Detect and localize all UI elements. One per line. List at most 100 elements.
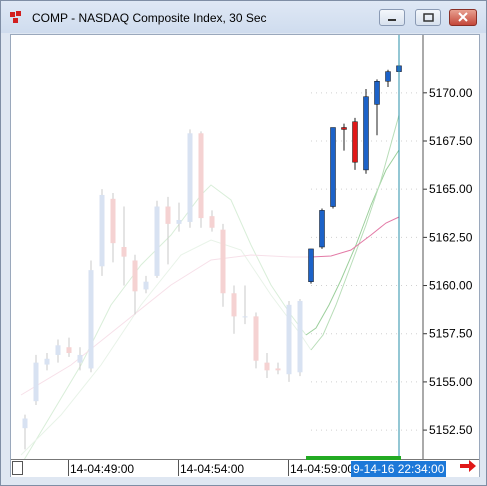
time-label: 14-04:49:00 xyxy=(70,462,135,476)
candle-body xyxy=(44,358,50,365)
price-label: 5165.00 xyxy=(429,182,473,196)
candle xyxy=(132,254,138,315)
candle-body xyxy=(143,281,149,290)
scroll-right-arrow-icon[interactable] xyxy=(459,459,477,473)
candle xyxy=(44,353,50,371)
close-icon xyxy=(458,12,468,22)
candle xyxy=(330,127,336,209)
candle xyxy=(253,312,259,369)
candle xyxy=(143,275,149,294)
app-icon xyxy=(10,11,21,23)
candle-body xyxy=(22,418,28,429)
price-axis: 5170.00 5167.50 5165.00 5162.50 5160.00 5157.… xyxy=(422,35,473,459)
candle xyxy=(286,300,292,382)
candle-body xyxy=(176,220,182,224)
time-tick xyxy=(178,460,179,476)
minimize-button[interactable] xyxy=(379,9,405,26)
candle xyxy=(374,79,380,136)
candle xyxy=(154,200,160,278)
ma-fast2 xyxy=(310,114,400,351)
ma-fast xyxy=(305,149,400,336)
candle xyxy=(66,337,72,357)
candle-body xyxy=(33,362,39,402)
cursor-time-label: 9-14-16 22:34:00 xyxy=(351,461,447,477)
candle-body xyxy=(297,300,303,373)
candle-body xyxy=(187,133,193,222)
price-label: 5170.00 xyxy=(429,86,473,100)
candle-body xyxy=(220,229,226,294)
candle-body xyxy=(231,293,237,317)
candle-body xyxy=(253,316,259,361)
candle-body xyxy=(385,71,391,82)
maximize-button[interactable] xyxy=(415,9,441,26)
price-label: 5155.00 xyxy=(429,375,473,389)
maximize-icon xyxy=(423,13,434,22)
candle xyxy=(187,129,193,228)
candle xyxy=(319,208,325,249)
candle-body xyxy=(154,206,160,276)
candle-body xyxy=(374,81,380,105)
candle-body xyxy=(308,248,314,282)
time-axis: 14-04:49:00 14-04:54:00 14-04:59:00 9-14… xyxy=(11,456,479,477)
session-strip xyxy=(306,456,401,460)
time-tick xyxy=(68,460,69,476)
candle-body xyxy=(242,316,248,318)
ma-fast-faded xyxy=(24,184,307,459)
candle xyxy=(165,196,171,265)
price-label: 5167.50 xyxy=(429,134,473,148)
candle-body xyxy=(286,304,292,375)
time-label: 14-04:59:00 xyxy=(290,462,355,476)
close-button[interactable] xyxy=(449,9,477,26)
candle xyxy=(297,299,303,377)
candle-body xyxy=(275,368,281,371)
moving-averages xyxy=(20,114,400,459)
candle-body xyxy=(121,247,127,257)
candle xyxy=(264,353,270,379)
price-label: 5162.50 xyxy=(429,230,473,244)
candle-body xyxy=(77,354,83,363)
candle-body xyxy=(352,121,358,163)
candle-body xyxy=(363,96,369,171)
candle xyxy=(88,260,94,373)
candle xyxy=(242,285,248,325)
price-chart[interactable]: 5170.00 5167.50 5165.00 5162.50 5160.00 5157.… xyxy=(10,34,480,477)
candle xyxy=(110,193,116,263)
candle xyxy=(363,88,369,174)
scroll-box[interactable] xyxy=(12,461,23,475)
candle-body xyxy=(55,345,61,355)
candle xyxy=(275,362,281,375)
candle xyxy=(352,117,358,170)
chart-plot[interactable]: 5170.00 5167.50 5165.00 5162.50 5160.00 5157.… xyxy=(11,35,479,459)
title-bar[interactable]: COMP - NASDAQ Composite Index, 30 Sec xyxy=(1,1,486,33)
candle-body xyxy=(88,270,94,369)
candle xyxy=(385,69,391,88)
price-label: 5157.50 xyxy=(429,327,473,341)
candle xyxy=(176,202,182,232)
candle xyxy=(308,248,314,284)
candle xyxy=(209,210,215,232)
candle xyxy=(341,123,347,151)
time-tick xyxy=(288,460,289,476)
candle-body xyxy=(319,210,325,248)
candle xyxy=(55,339,61,363)
time-label: 14-04:54:00 xyxy=(180,462,245,476)
price-label: 5152.50 xyxy=(429,423,473,437)
candle-body xyxy=(209,216,215,228)
candle-body xyxy=(330,127,336,207)
candle xyxy=(121,206,127,286)
candlesticks xyxy=(22,58,402,450)
price-label: 5160.00 xyxy=(429,279,473,293)
candle-body xyxy=(99,194,105,267)
candle xyxy=(77,347,83,371)
minimize-icon xyxy=(388,19,396,21)
candle-body xyxy=(66,347,72,353)
candle xyxy=(99,189,105,276)
candle-body xyxy=(132,260,138,292)
ma-fast2-faded xyxy=(20,239,312,456)
candle-body xyxy=(264,362,270,371)
candle-body xyxy=(341,127,347,130)
candle-body xyxy=(165,206,171,224)
candle xyxy=(220,223,226,307)
window-title: COMP - NASDAQ Composite Index, 30 Sec xyxy=(32,11,267,25)
candle-body xyxy=(198,133,204,219)
